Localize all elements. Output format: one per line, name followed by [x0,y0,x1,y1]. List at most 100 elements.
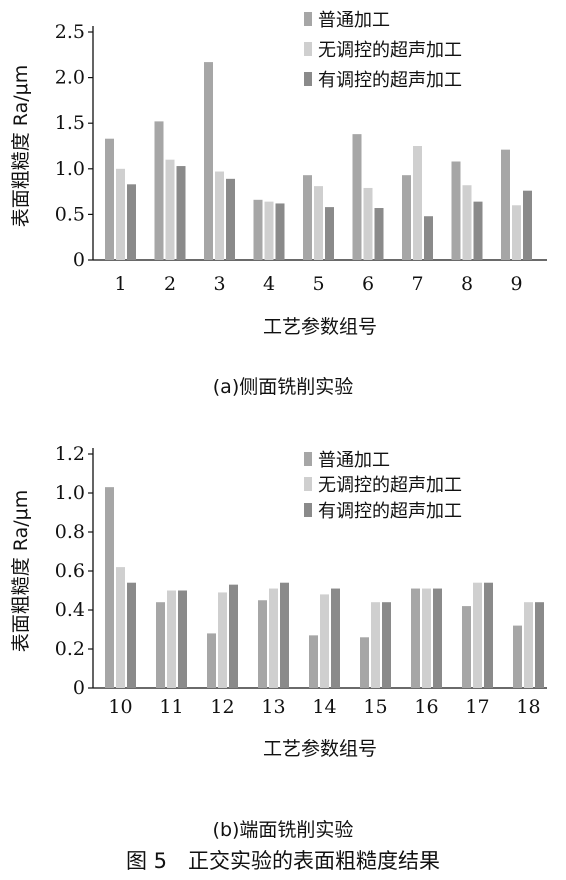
chart-b-bar-7-series-2 [422,588,431,688]
chart-b-legend-label-1: 普通加工 [318,450,390,471]
chart-a-bar-2-series-3 [176,166,186,260]
chart-b-x-tick-label: 18 [516,696,540,718]
chart-b: 0 0.2 0.4 0.6 0.8 1.0 1.2 10 11 12 13 14 15 16 17 18 工艺参… [10,443,547,760]
chart-a-x-tick-label: 5 [312,273,324,295]
chart-b-y-tick-label: 1.0 [55,482,85,504]
chart-a-x-tick-label: 6 [362,273,374,295]
chart-a-bar-6-series-3 [374,208,384,260]
chart-b-y-tick-label: 0 [73,677,85,699]
chart-b-bar-9-series-2 [524,602,533,688]
chart-b-y-tick-label: 1.2 [55,443,85,465]
chart-b-bar-1-series-1 [105,487,114,688]
chart-b-x-tick-label: 13 [261,696,285,718]
chart-a-bar-5-series-3 [325,207,334,260]
chart-a-bar-9-series-3 [523,190,532,260]
chart-b-legend-label-2: 无调控的超声加工 [318,475,462,496]
chart-b-bar-5-series-2 [320,594,329,688]
chart-a: 0 0.5 1.0 1.5 2.0 2.5 1 2 3 4 5 6 7 8 9 工艺参数组号 表面粗糙度 Ra/… [10,10,547,338]
chart-a-bar-1-series-2 [116,168,125,260]
chart-a-bar-8-series-2 [462,185,472,260]
chart-a-bar-2-series-2 [165,159,175,260]
chart-a-y-tick-label: 0.5 [55,203,85,225]
chart-b-y-tick-label: 0.8 [55,521,85,543]
chart-b-bar-6-series-3 [382,602,391,688]
chart-a-y-tick-label: 1.0 [55,158,85,180]
chart-b-bar-3-series-2 [218,592,227,688]
chart-a-bar-4-series-1 [253,199,263,260]
chart-b-y-tick-label: 0.6 [55,560,85,582]
chart-b-bar-3-series-3 [229,584,238,688]
chart-b-y-axis-label: 表面粗糙度 Ra/μm [10,490,32,652]
chart-a-x-axis-label: 工艺参数组号 [263,316,377,338]
chart-b-bar-5-series-1 [309,635,318,688]
chart-b-bar-2-series-2 [167,590,176,688]
chart-b-y-tick-label: 0.2 [55,638,85,660]
chart-b-legend-swatch-1 [304,452,312,466]
chart-a-bar-5-series-1 [303,175,312,260]
figure-caption: 图 5 正交实验的表面粗糙度结果 [125,849,441,873]
chart-a-bar-1-series-3 [127,184,136,260]
chart-a-bar-5-series-2 [314,186,323,260]
chart-b-bar-2-series-1 [156,602,165,688]
chart-a-caption: (a)侧面铣削实验 [212,376,354,398]
chart-a-x-tick-label: 2 [164,273,176,295]
chart-b-bar-3-series-1 [207,633,216,688]
chart-b-bar-1-series-2 [116,567,125,688]
chart-a-bar-8-series-1 [451,161,461,260]
chart-a-x-tick-label: 8 [461,273,473,295]
chart-a-x-tick-label: 7 [411,273,423,295]
chart-a-bar-1-series-1 [105,138,114,260]
chart-b-x-tick-label: 14 [312,696,336,718]
chart-b-bar-1-series-3 [127,582,136,688]
chart-b-bar-7-series-3 [433,588,442,688]
chart-a-x-tick-label: 4 [263,273,275,295]
chart-b-bar-2-series-3 [178,590,187,688]
chart-a-bar-6-series-1 [352,134,362,260]
chart-b-bar-9-series-1 [513,625,522,688]
chart-a-y-tick-label: 1.5 [55,112,85,134]
chart-b-caption: (b)端面铣削实验 [212,819,354,841]
chart-b-bar-6-series-2 [371,602,380,688]
chart-b-bar-4-series-1 [258,600,267,688]
chart-a-legend-swatch-3 [304,72,312,86]
chart-b-bar-8-series-2 [473,582,482,688]
chart-b-x-tick-label: 17 [465,696,489,718]
chart-a-bar-7-series-3 [424,216,433,260]
chart-a-x-tick-label: 3 [213,273,225,295]
chart-a-y-tick-label: 2.5 [55,21,85,43]
chart-b-bar-6-series-1 [360,637,369,688]
chart-a-y-tick-label: 2.0 [55,67,85,89]
chart-b-x-tick-label: 15 [363,696,387,718]
chart-a-bar-9-series-1 [501,149,510,260]
chart-b-bar-9-series-3 [535,602,544,688]
chart-b-legend-swatch-2 [304,477,312,491]
chart-b-bar-5-series-3 [331,588,340,688]
chart-b-bar-4-series-3 [280,582,289,688]
chart-b-x-tick-label: 11 [159,696,183,718]
chart-a-y-axis-label: 表面粗糙度 Ra/μm [10,65,32,227]
chart-a-bar-2-series-1 [154,121,164,260]
chart-a-bar-4-series-3 [275,203,285,260]
chart-b-bar-8-series-3 [484,582,493,688]
chart-b-x-tick-label: 12 [210,696,234,718]
chart-a-x-tick-label: 9 [510,273,522,295]
chart-a-bar-6-series-2 [363,187,373,260]
chart-b-x-axis-label: 工艺参数组号 [263,738,377,760]
chart-a-legend-label-2: 无调控的超声加工 [318,40,462,61]
chart-b-legend-swatch-3 [304,503,312,517]
chart-a-bar-7-series-1 [402,175,411,260]
chart-a-bar-8-series-3 [473,201,483,260]
chart-a-bar-9-series-2 [512,205,521,260]
chart-a-legend-swatch-1 [304,12,312,26]
chart-b-bar-4-series-2 [269,588,278,688]
chart-a-legend-label-3: 有调控的超声加工 [318,70,462,91]
chart-b-y-tick-label: 0.4 [55,599,85,621]
chart-b-x-tick-label: 16 [414,696,438,718]
chart-a-bar-3-series-2 [215,171,224,260]
chart-a-bar-7-series-2 [413,146,422,260]
chart-a-x-tick-label: 1 [114,273,126,295]
chart-a-y-tick-label: 0 [73,249,85,271]
chart-b-x-tick-label: 10 [108,696,132,718]
chart-a-bar-3-series-3 [226,178,235,260]
chart-a-legend-label-1: 普通加工 [318,10,390,31]
